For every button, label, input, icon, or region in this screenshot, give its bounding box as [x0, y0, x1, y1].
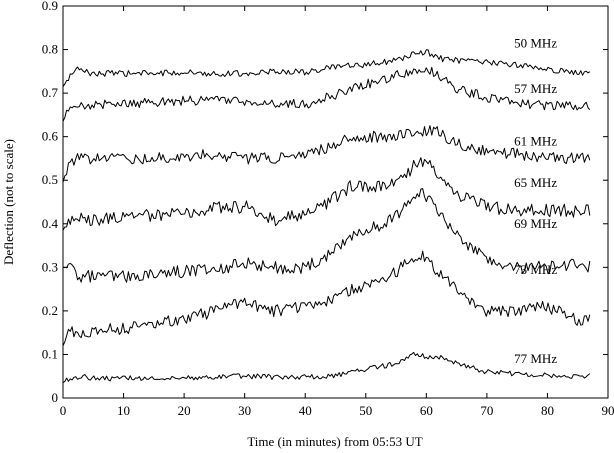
y-tick-label: 0.6	[42, 129, 59, 144]
series-label: 50 MHz	[514, 35, 557, 50]
x-tick-label: 80	[541, 403, 554, 418]
plot-frame	[62, 5, 609, 399]
x-tick-label: 30	[238, 403, 251, 418]
x-tick-label: 0	[60, 403, 67, 418]
series-line	[62, 351, 591, 384]
y-axis-label: Deflection (not to scale)	[1, 139, 16, 265]
series-label: 77 MHz	[514, 351, 557, 366]
series-line	[62, 66, 591, 122]
x-tick-label: 90	[602, 403, 614, 418]
y-tick-label: 0.1	[42, 346, 58, 361]
y-tick-label: 0.9	[42, 0, 58, 13]
y-axis-ticks: 0 0.1 0.2 0.3 0.4 0.5 0.6 0.7 0.8 0.9	[42, 0, 608, 405]
x-tick-label: 50	[359, 403, 372, 418]
y-tick-label: 0.2	[42, 303, 58, 318]
series-label: 65 MHz	[514, 175, 557, 190]
x-tick-label: 20	[178, 403, 191, 418]
y-tick-label: 0.3	[42, 259, 58, 274]
x-tick-label: 60	[420, 403, 433, 418]
y-tick-label: 0	[52, 390, 59, 405]
x-tick-label: 40	[299, 403, 312, 418]
x-tick-label: 10	[117, 403, 130, 418]
series-labels: 50 MHz 57 MHz 61 MHz 65 MHz 69 MHz 73 MHz 77 M…	[514, 35, 557, 366]
series-label: 57 MHz	[514, 81, 557, 96]
series-line	[62, 250, 591, 346]
y-tick-label: 0.5	[42, 172, 58, 187]
x-axis-label: Time (in minutes) from 05:53 UT	[247, 434, 422, 449]
series-label: 69 MHz	[514, 216, 557, 231]
series-label: 73 MHz	[514, 262, 557, 277]
series-line	[63, 188, 591, 283]
series-line	[62, 125, 591, 183]
y-tick-label: 0.8	[42, 42, 58, 57]
y-tick-label: 0.7	[42, 85, 59, 100]
series-lines	[62, 49, 591, 384]
y-tick-label: 0.4	[42, 216, 59, 231]
x-axis-ticks: 0 10 20 30 40 50 60 70 80 90	[60, 6, 614, 418]
series-label: 61 MHz	[514, 133, 557, 148]
x-tick-label: 70	[480, 403, 493, 418]
series-line	[62, 49, 591, 87]
series-line	[62, 157, 591, 231]
